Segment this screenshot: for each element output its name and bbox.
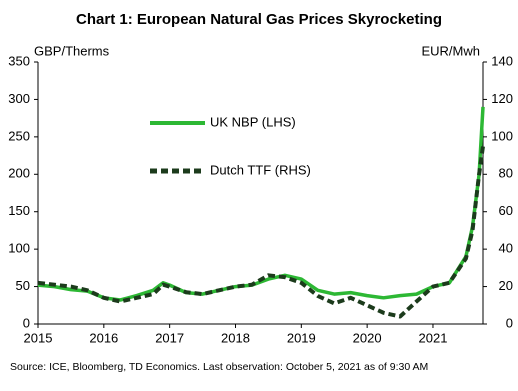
y2-tick-label: 100 — [491, 128, 513, 143]
y2-tick-label: 120 — [491, 91, 513, 106]
x-tick-label: 2015 — [24, 330, 53, 345]
legend-label: UK NBP (LHS) — [210, 114, 296, 129]
y-axis-label: GBP/Therms — [34, 43, 110, 58]
y-tick-label: 250 — [8, 128, 30, 143]
x-tick-label: 2016 — [89, 330, 118, 345]
y2-tick-label: 140 — [491, 53, 513, 68]
y2-axis-label: EUR/Mwh — [421, 43, 480, 58]
chart-title: Chart 1: European Natural Gas Prices Sky… — [76, 11, 442, 28]
legend-label: Dutch TTF (RHS) — [210, 162, 311, 177]
x-tick-label: 2021 — [419, 330, 448, 345]
y2-tick-label: 80 — [499, 166, 513, 181]
x-tick-label: 2019 — [287, 330, 316, 345]
y2-tick-label: 20 — [499, 278, 513, 293]
source-note: Source: ICE, Bloomberg, TD Economics. La… — [10, 361, 428, 373]
y-tick-label: 150 — [8, 203, 30, 218]
y-tick-label: 100 — [8, 241, 30, 256]
series-line — [37, 145, 485, 319]
x-tick-label: 2020 — [353, 330, 382, 345]
y-tick-label: 300 — [8, 91, 30, 106]
x-tick-label: 2018 — [221, 330, 250, 345]
y-tick-label: 50 — [16, 278, 30, 293]
y-tick-label: 350 — [8, 53, 30, 68]
y2-tick-label: 60 — [499, 203, 513, 218]
y2-tick-label: 0 — [506, 315, 513, 330]
y2-tick-label: 40 — [499, 241, 513, 256]
series-line — [37, 106, 485, 302]
x-tick-label: 2017 — [155, 330, 184, 345]
y-tick-label: 200 — [8, 166, 30, 181]
y-tick-label: 0 — [23, 315, 30, 330]
